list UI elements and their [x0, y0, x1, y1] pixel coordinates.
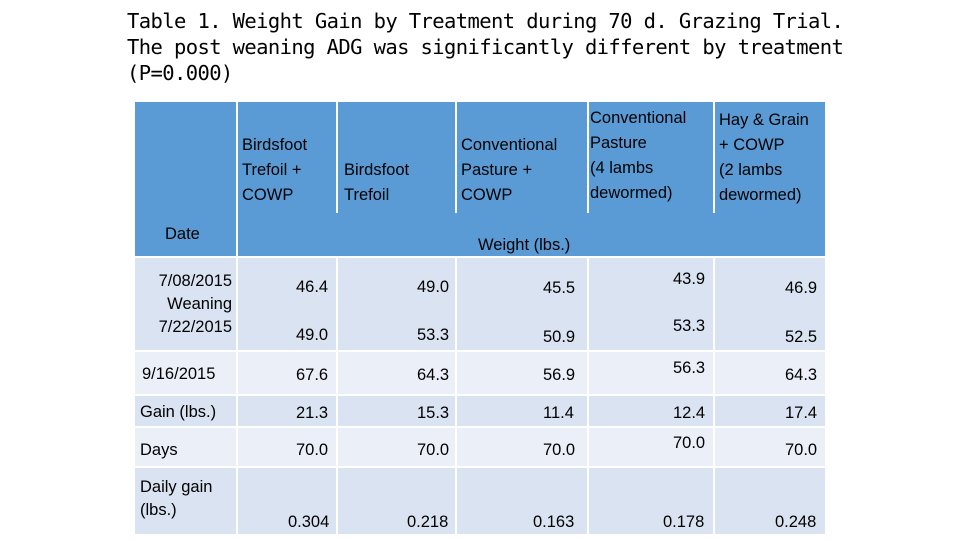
data-cell: 70.0 [715, 428, 825, 466]
data-cell: 49.0 53.3 [338, 258, 455, 350]
data-cell: 46.4 49.0 [238, 258, 336, 350]
row-label-cell: 7/08/2015 Weaning 7/22/2015 [135, 258, 236, 350]
data-cell: 56.3 [589, 352, 713, 394]
data-cell: 0.218 [338, 468, 455, 534]
data-cell: 56.9 [457, 352, 587, 394]
label-row: Date Weight (lbs.) [135, 213, 825, 256]
data-cell: 64.3 [338, 352, 455, 394]
row-label: 9/16/2015 [142, 365, 216, 383]
header-cell: Conventional Pasture (4 lambs dewormed) [589, 102, 713, 213]
value: 70.0 [673, 434, 706, 452]
table-row: Daily gain (lbs.) 0.304 0.218 0.163 0.17… [135, 468, 825, 534]
data-cell: 45.5 50.9 [457, 258, 587, 350]
data-cell: 0.163 [457, 468, 587, 534]
table-row: 9/16/2015 67.6 64.3 56.9 56.3 64.3 [135, 352, 825, 394]
value: 11.4 [543, 404, 574, 422]
row-label-cell: Gain (lbs.) [135, 396, 236, 426]
weight-label: Weight (lbs.) [478, 236, 571, 254]
value: 46.4 [296, 278, 329, 296]
data-cell: 67.6 [238, 352, 336, 394]
value: 49.0 [417, 278, 450, 296]
row-label-cell: Daily gain (lbs.) [135, 468, 236, 534]
value: 56.3 [673, 359, 706, 377]
value: 70.0 [543, 441, 576, 459]
date-cell: Date [135, 213, 236, 256]
value: 0.178 [663, 513, 705, 531]
header-label: Birdsfoot Trefoil [344, 161, 410, 204]
header-label: Conventional Pasture (4 lambs dewormed) [590, 109, 687, 202]
header-cell: Conventional Pasture + COWP [457, 102, 587, 213]
value: 67.6 [296, 366, 329, 384]
data-cell: 70.0 [238, 428, 336, 466]
data-cell: 11.4 [457, 396, 587, 426]
value: 0.248 [775, 513, 817, 531]
data-cell: 15.3 [338, 396, 455, 426]
table-row: Days 70.0 70.0 70.0 70.0 70.0 [135, 428, 825, 466]
value: 64.3 [785, 366, 818, 384]
data-cell: 12.4 [589, 396, 713, 426]
weight-gain-table: Birdsfoot Trefoil + COWP Birdsfoot Trefo… [135, 102, 825, 534]
table-row: Gain (lbs.) 21.3 15.3 11.4 12.4 17.4 [135, 396, 825, 426]
value: 17.4 [785, 404, 818, 422]
data-cell: 46.9 52.5 [715, 258, 825, 350]
value: 21.3 [296, 404, 329, 422]
value: 52.5 [785, 328, 818, 346]
value: 70.0 [417, 441, 450, 459]
data-cell: 70.0 [457, 428, 587, 466]
value: 53.3 [673, 317, 706, 335]
data-cell: 70.0 [338, 428, 455, 466]
date-label: Date [165, 225, 200, 243]
row-label-cell: Days [135, 428, 236, 466]
value: 12.4 [673, 404, 706, 422]
value: 46.9 [785, 279, 818, 297]
value: 70.0 [296, 441, 329, 459]
data-cell: 64.3 [715, 352, 825, 394]
weight-cell: Weight (lbs.) [238, 213, 825, 256]
row-label: Daily gain (lbs.) [140, 478, 213, 519]
row-label: Days [140, 441, 178, 459]
data-cell: 0.248 [715, 468, 825, 534]
data-cell: 0.178 [589, 468, 713, 534]
value: 56.9 [543, 366, 576, 384]
data-cell: 17.4 [715, 396, 825, 426]
data-cell: 21.3 [238, 396, 336, 426]
header-label: Conventional Pasture + COWP [461, 136, 558, 204]
value: 43.9 [673, 270, 706, 288]
table-row: 7/08/2015 Weaning 7/22/2015 46.4 49.0 49… [135, 258, 825, 350]
header-cell-blank [135, 102, 236, 213]
header-cell: Birdsfoot Trefoil + COWP [238, 102, 336, 213]
data-cell: 0.304 [238, 468, 336, 534]
table-title: Table 1. Weight Gain by Treatment during… [127, 9, 844, 85]
header-row: Birdsfoot Trefoil + COWP Birdsfoot Trefo… [135, 102, 825, 213]
value: 15.3 [417, 404, 450, 422]
value: 45.5 [543, 279, 576, 297]
header-label: Birdsfoot Trefoil + COWP [242, 136, 308, 204]
value: 53.3 [417, 326, 450, 344]
header-cell: Hay & Grain + COWP (2 lambs dewormed) [715, 102, 825, 213]
value: 64.3 [417, 366, 450, 384]
value: 0.218 [407, 513, 449, 531]
value: 50.9 [543, 328, 576, 346]
row-label: Gain (lbs.) [140, 403, 217, 421]
value: 49.0 [296, 326, 329, 344]
row-label: 7/08/2015 Weaning 7/22/2015 [158, 272, 232, 336]
row-label-cell: 9/16/2015 [135, 352, 236, 394]
header-cell: Birdsfoot Trefoil [338, 102, 455, 213]
value: 0.163 [533, 513, 575, 531]
value: 70.0 [785, 441, 818, 459]
data-cell: 43.9 53.3 [589, 258, 713, 350]
data-cell: 70.0 [589, 428, 713, 466]
header-label: Hay & Grain + COWP (2 lambs dewormed) [719, 111, 809, 204]
value: 0.304 [288, 513, 330, 531]
